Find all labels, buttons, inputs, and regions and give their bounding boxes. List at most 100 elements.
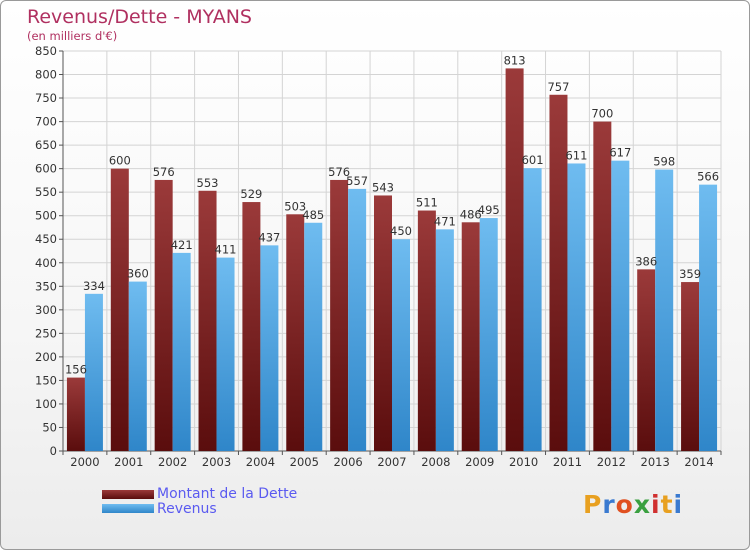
y-tick-label: 250 [35,326,57,340]
logo-letter: t [660,490,674,519]
y-tick-label: 300 [35,303,57,317]
bar-revenue [699,184,718,451]
y-tick-label: 550 [35,185,57,199]
bar-revenue [304,222,323,451]
logo-letter: P [583,490,603,519]
data-label: 359 [679,267,701,281]
legend-debt-swatch [102,490,154,499]
bar-revenue [479,218,498,451]
bar-revenue [348,188,367,451]
chart-title: Revenus/Dette - MYANS [27,6,252,28]
bar-debt [286,214,305,451]
data-label: 543 [372,180,394,194]
data-label: 437 [258,230,280,244]
data-label: 529 [240,187,262,201]
data-label: 813 [504,53,526,67]
bar-debt [198,190,217,451]
data-labels: 156 600 576 553 529 503 576 543 511 486 813 757 700 3… [65,53,719,376]
data-label: 360 [127,267,149,281]
data-label: 557 [346,174,368,188]
bar-debt [461,222,480,451]
x-tick-label: 2001 [114,455,143,469]
y-tick-label: 450 [35,232,57,246]
data-label: 511 [416,196,438,210]
bar-debt [154,179,173,452]
y-tick-label: 700 [35,115,57,129]
bar-revenue [611,160,630,451]
proxiti-logo: Proxiti [583,490,683,519]
bar-revenue [523,168,542,452]
bar-revenue [655,169,674,451]
bar-debt [110,168,129,451]
bar-debt [330,179,349,452]
data-label: 471 [434,214,456,228]
bar-revenue [435,229,454,451]
bar-debt [505,68,524,451]
y-tick-label: 350 [35,279,57,293]
x-tick-label: 2002 [158,455,187,469]
data-label: 553 [197,176,219,190]
y-tick-label: 50 [42,420,57,434]
bars [66,68,718,452]
bar-debt [681,282,700,451]
data-label: 611 [565,148,587,162]
bar-debt [637,269,656,451]
y-tick-label: 150 [35,373,57,387]
x-tick-label: 2003 [202,455,231,469]
bar-revenue [216,257,235,451]
logo-letter: x [633,490,651,519]
axes: 0 50 100 150 200 250 300 350 400 450 500 550 600 650 7… [35,44,722,469]
bar-debt [593,121,612,452]
legend-revenue-swatch [102,504,154,513]
data-label: 421 [171,238,193,252]
x-tick-label: 2009 [465,455,494,469]
bar-revenue [128,281,147,451]
data-label: 411 [215,243,237,257]
x-tick-label: 2005 [290,455,319,469]
data-label: 598 [653,155,675,169]
data-label: 601 [522,153,544,167]
data-label: 450 [390,224,412,238]
x-tick-label: 2000 [70,455,99,469]
data-label: 600 [109,154,131,168]
data-label: 495 [478,203,500,217]
data-label: 486 [460,207,482,221]
legend-debt-label: Montant de la Dette [157,486,298,502]
y-tick-label: 800 [35,68,57,82]
bar-revenue [392,239,410,451]
bar-revenue [260,245,279,451]
data-label: 757 [547,80,569,94]
data-label: 503 [284,199,306,213]
y-tick-label: 200 [35,350,57,364]
x-tick-label: 2010 [509,455,538,469]
data-label: 334 [83,279,105,293]
y-tick-label: 850 [35,44,57,58]
bar-revenue [567,163,586,451]
logo-letter: i [651,490,661,519]
logo-letter: r [602,490,616,519]
logo-letter: o [615,490,634,519]
x-tick-label: 2007 [377,455,406,469]
x-tick-label: 2011 [553,455,582,469]
x-tick-label: 2013 [641,455,670,469]
bar-revenue [84,293,103,451]
bar-revenue [172,252,191,451]
data-label: 576 [153,165,175,179]
y-tick-label: 650 [35,138,57,152]
x-tick-label: 2004 [246,455,275,469]
logo-letter: i [673,490,684,519]
bar-debt [66,377,85,451]
y-tick-label: 100 [35,397,57,411]
data-label: 617 [609,146,631,160]
x-tick-label: 2008 [421,455,450,469]
x-tick-label: 2006 [333,455,362,469]
chart-subtitle: (en milliers d'€) [27,29,118,43]
bar-debt [374,195,392,451]
data-label: 156 [65,363,87,377]
data-label: 566 [697,170,719,184]
bar-debt [242,202,261,451]
data-label: 386 [635,254,657,268]
x-tick-label: 2012 [597,455,626,469]
bar-debt [549,94,568,451]
